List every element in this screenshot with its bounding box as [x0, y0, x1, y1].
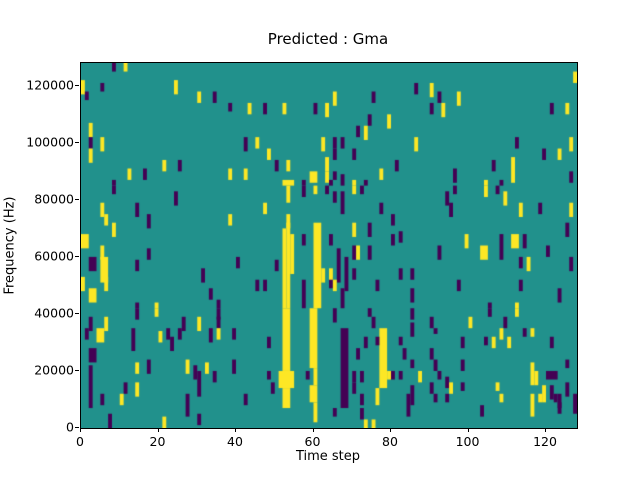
y-tick-label: 60000 [34, 248, 74, 264]
x-tick-label: 120 [533, 434, 557, 449]
y-tick-mark [75, 427, 79, 428]
y-tick-label: 20000 [34, 362, 74, 378]
y-tick-label: 80000 [34, 191, 74, 207]
x-tick-mark [80, 428, 81, 432]
x-tick-label: 60 [304, 434, 321, 449]
x-tick-mark [390, 428, 391, 432]
y-tick-label: 0 [66, 419, 74, 435]
x-tick-label: 80 [382, 434, 398, 449]
y-axis-label: Frequency (Hz) [2, 196, 18, 295]
x-tick-mark [312, 428, 314, 432]
x-axis-label: Time step [295, 449, 361, 464]
y-tick-label: 100000 [26, 134, 74, 150]
heatmap-canvas [81, 63, 577, 428]
plot-area [80, 62, 578, 429]
y-tick-label: 120000 [26, 77, 74, 93]
y-tick-label: 40000 [34, 305, 74, 321]
x-tick-mark [235, 428, 236, 432]
y-tick-mark [75, 255, 79, 257]
x-tick-mark [545, 428, 546, 432]
x-tick-label: 40 [227, 434, 243, 449]
y-tick-mark [75, 198, 79, 200]
x-tick-label: 0 [76, 434, 84, 449]
x-tick-mark [157, 428, 159, 432]
x-tick-mark [467, 428, 469, 432]
y-tick-mark [75, 84, 79, 86]
x-tick-label: 100 [455, 434, 480, 449]
chart-title: Predicted : Gma [267, 30, 389, 48]
y-tick-mark [75, 369, 79, 371]
y-tick-mark [75, 312, 79, 314]
x-tick-label: 20 [149, 434, 166, 449]
y-tick-mark [75, 141, 79, 143]
